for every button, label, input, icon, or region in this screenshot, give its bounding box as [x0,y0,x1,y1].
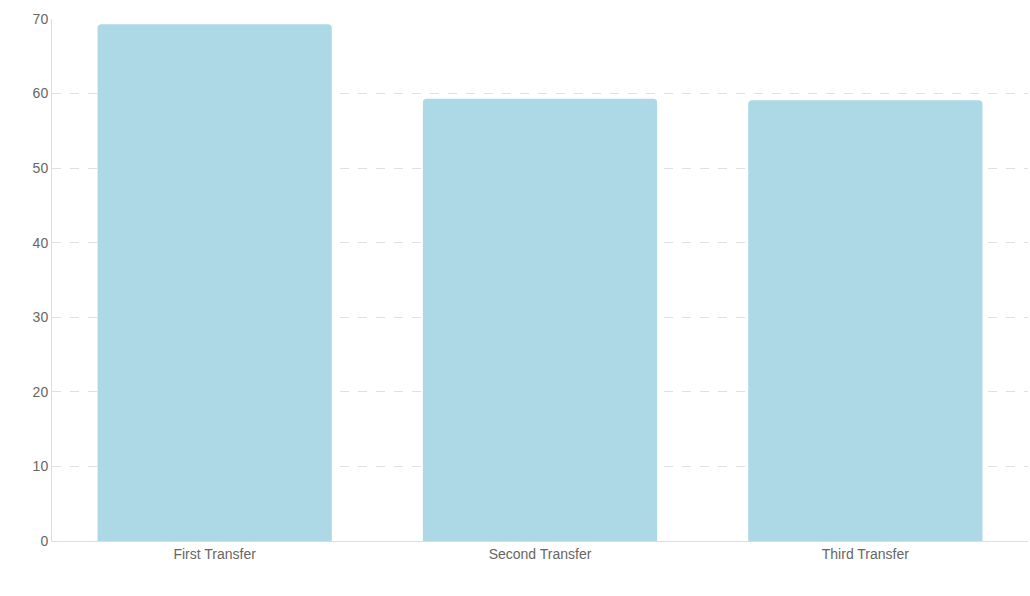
svg-text:60: 60 [33,85,49,101]
svg-text:70: 70 [33,11,49,27]
svg-text:Second Transfer: Second Transfer [489,546,592,562]
svg-text:First Transfer: First Transfer [173,546,256,562]
svg-text:30: 30 [33,309,49,325]
svg-text:50: 50 [33,160,49,176]
svg-text:10: 10 [33,458,49,474]
svg-text:0: 0 [40,533,48,549]
svg-text:40: 40 [33,235,49,251]
svg-text:Third Transfer: Third Transfer [822,546,909,562]
svg-text:20: 20 [33,384,49,400]
